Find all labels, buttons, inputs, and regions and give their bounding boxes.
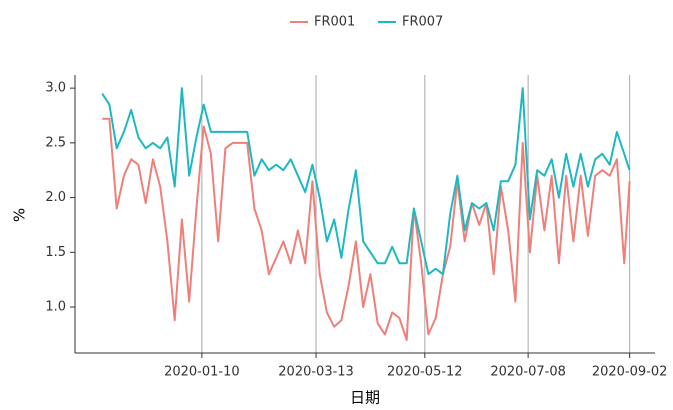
x-tick-label: 2020-03-13 bbox=[278, 365, 354, 380]
legend-label: FR001 bbox=[314, 15, 355, 30]
x-tick-label: 2020-07-08 bbox=[490, 365, 566, 380]
line-series bbox=[102, 117, 631, 341]
y-tick-label: 2.5 bbox=[45, 135, 66, 150]
x-axis-title: 日期 bbox=[350, 389, 380, 407]
x-tick-label: 2020-09-02 bbox=[592, 365, 668, 380]
y-tick-label: 2.0 bbox=[45, 190, 66, 205]
line-series bbox=[101, 87, 631, 276]
y-tick-label: 1.0 bbox=[45, 300, 66, 315]
y-tick-label: 1.5 bbox=[45, 245, 66, 260]
y-axis-title: % bbox=[11, 208, 29, 222]
legend-label: FR007 bbox=[402, 15, 443, 30]
x-tick-label: 2020-05-12 bbox=[387, 365, 463, 380]
y-tick-label: 3.0 bbox=[45, 81, 66, 96]
x-tick-label: 2020-01-10 bbox=[164, 365, 240, 380]
